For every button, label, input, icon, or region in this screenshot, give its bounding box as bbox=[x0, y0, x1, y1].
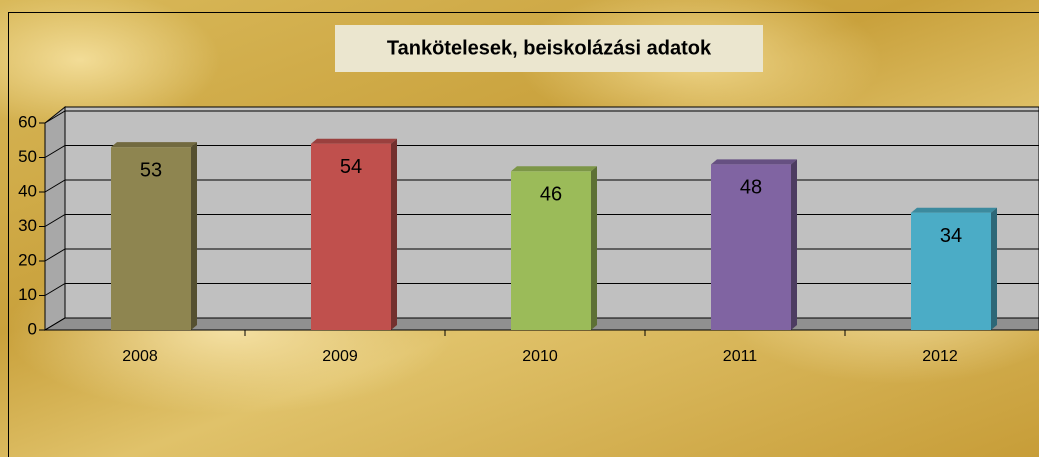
grid-line bbox=[44, 110, 1039, 124]
y-tick-label: 20 bbox=[18, 250, 37, 269]
value-label: 54 bbox=[340, 156, 362, 178]
y-tick-label: 30 bbox=[18, 216, 37, 235]
bar-side bbox=[791, 159, 797, 330]
bar bbox=[111, 147, 191, 330]
value-label: 34 bbox=[940, 225, 962, 247]
bar bbox=[911, 212, 991, 330]
bar bbox=[511, 171, 591, 330]
y-tick-label: 60 bbox=[18, 112, 37, 131]
bar-top bbox=[311, 138, 397, 144]
x-tick-label: 2008 bbox=[122, 348, 158, 365]
bar bbox=[311, 143, 391, 330]
bar-side bbox=[591, 166, 597, 330]
bar-top bbox=[111, 142, 197, 148]
grid-line bbox=[44, 145, 1039, 158]
bar-top bbox=[511, 166, 597, 172]
side-wall bbox=[44, 105, 66, 331]
bar-side bbox=[391, 138, 397, 330]
value-label: 46 bbox=[540, 184, 562, 206]
bar-top bbox=[711, 159, 797, 165]
x-tick-label: 2009 bbox=[322, 348, 358, 365]
y-tick-label: 50 bbox=[18, 147, 37, 166]
y-tick-label: 40 bbox=[18, 181, 37, 200]
y-tick-label: 0 bbox=[28, 319, 37, 338]
value-label: 48 bbox=[740, 177, 762, 199]
bar-top bbox=[911, 207, 997, 213]
chart-title: Tankötelesek, beiskolázási adatok bbox=[387, 37, 712, 59]
y-tick-label: 10 bbox=[18, 285, 37, 304]
bar-side bbox=[191, 142, 197, 330]
value-label: 53 bbox=[140, 159, 162, 181]
x-tick-label: 2011 bbox=[723, 348, 758, 365]
bar-side bbox=[991, 207, 997, 330]
bar bbox=[711, 164, 791, 330]
x-tick-label: 2010 bbox=[522, 348, 558, 365]
title-box bbox=[335, 25, 763, 72]
x-tick-label: 2012 bbox=[922, 348, 958, 365]
